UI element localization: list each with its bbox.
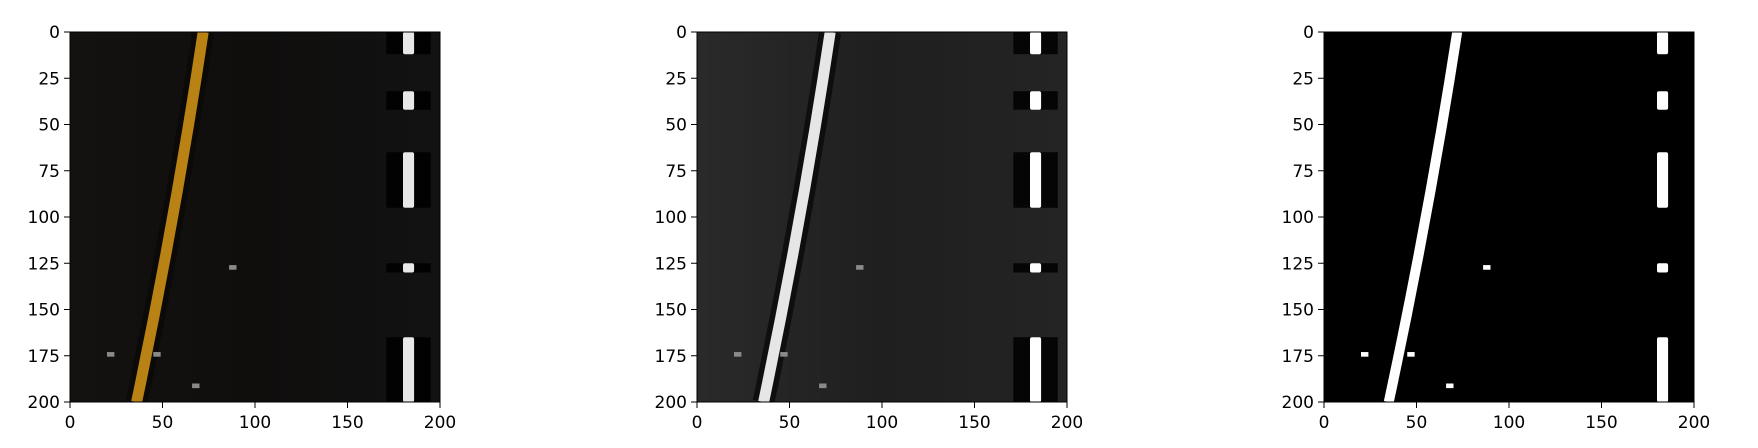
- left-lane-line: [1383, 32, 1463, 402]
- y-tick-label: 50: [665, 116, 687, 136]
- x-tick-label: 150: [1585, 413, 1617, 433]
- right-lane-dash: [1030, 263, 1042, 273]
- noise-speck: [153, 352, 161, 357]
- y-tick-label: 75: [1292, 162, 1314, 182]
- x-tick-label: 50: [779, 413, 801, 433]
- noise-speck: [856, 265, 864, 270]
- x-tick-label: 150: [958, 413, 990, 433]
- y-tick-label: 200: [28, 393, 60, 413]
- y-tick-label: 175: [1282, 347, 1314, 367]
- y-tick-label: 50: [1292, 116, 1314, 136]
- y-tick-label: 0: [676, 23, 687, 43]
- x-tick-label: 100: [866, 413, 898, 433]
- right-lane-dash: [1657, 152, 1669, 208]
- image-background: [697, 32, 1067, 402]
- right-lane-dash: [1657, 337, 1669, 402]
- noise-speck: [229, 265, 237, 270]
- image-background: [70, 32, 440, 402]
- y-tick-label: 125: [28, 254, 60, 274]
- noise-speck: [1407, 352, 1415, 357]
- noise-speck: [192, 383, 200, 389]
- right-lane-dash: [403, 152, 415, 208]
- y-tick-label: 25: [665, 69, 687, 89]
- right-lane-dash: [403, 32, 415, 55]
- x-tick-label: 100: [1493, 413, 1525, 433]
- right-lane-dash: [1030, 152, 1042, 208]
- y-tick-label: 100: [655, 208, 687, 228]
- noise-speck: [819, 383, 827, 389]
- y-tick-label: 25: [1292, 69, 1314, 89]
- noise-speck: [1361, 352, 1369, 357]
- y-tick-label: 200: [1282, 393, 1314, 413]
- y-tick-label: 150: [655, 301, 687, 321]
- x-tick-label: 50: [1406, 413, 1428, 433]
- y-tick-label: 0: [1303, 23, 1314, 43]
- y-tick-label: 200: [655, 393, 687, 413]
- x-tick-label: 200: [1051, 413, 1083, 433]
- left-lane-line: [131, 32, 209, 402]
- right-lane-dash: [403, 91, 415, 110]
- x-tick-label: 0: [1319, 413, 1330, 433]
- noise-speck: [734, 352, 742, 357]
- right-lane-dash: [403, 263, 415, 273]
- y-tick-label: 175: [655, 347, 687, 367]
- x-tick-label: 100: [239, 413, 271, 433]
- y-tick-label: 0: [49, 23, 60, 43]
- y-tick-label: 75: [38, 162, 60, 182]
- x-tick-label: 150: [331, 413, 363, 433]
- noise-speck: [780, 352, 788, 357]
- noise-speck: [1483, 265, 1491, 270]
- right-lane-dash: [1030, 91, 1042, 110]
- y-tick-label: 25: [38, 69, 60, 89]
- x-tick-label: 200: [1678, 413, 1710, 433]
- x-tick-label: 0: [65, 413, 76, 433]
- y-tick-label: 75: [665, 162, 687, 182]
- y-tick-label: 125: [655, 254, 687, 274]
- noise-speck: [1446, 383, 1454, 389]
- right-lane-dash: [403, 337, 415, 402]
- y-tick-label: 175: [28, 347, 60, 367]
- y-tick-label: 125: [1282, 254, 1314, 274]
- image-background: [1324, 32, 1694, 402]
- image-area: [70, 32, 440, 402]
- y-tick-label: 150: [1282, 301, 1314, 321]
- right-lane-dash: [1657, 32, 1669, 55]
- right-lane-dash: [1030, 337, 1042, 402]
- left-lane-line: [758, 32, 836, 402]
- noise-speck: [107, 352, 115, 357]
- y-tick-label: 50: [38, 116, 60, 136]
- image-area: [1324, 32, 1694, 402]
- right-lane-dash: [1657, 263, 1669, 273]
- y-tick-label: 100: [28, 208, 60, 228]
- x-tick-label: 200: [424, 413, 456, 433]
- image-area: [697, 32, 1067, 402]
- right-lane-dash: [1030, 32, 1042, 55]
- y-tick-label: 150: [28, 301, 60, 321]
- x-tick-label: 50: [152, 413, 174, 433]
- x-tick-label: 0: [692, 413, 703, 433]
- y-tick-label: 100: [1282, 208, 1314, 228]
- right-lane-dash: [1657, 91, 1669, 110]
